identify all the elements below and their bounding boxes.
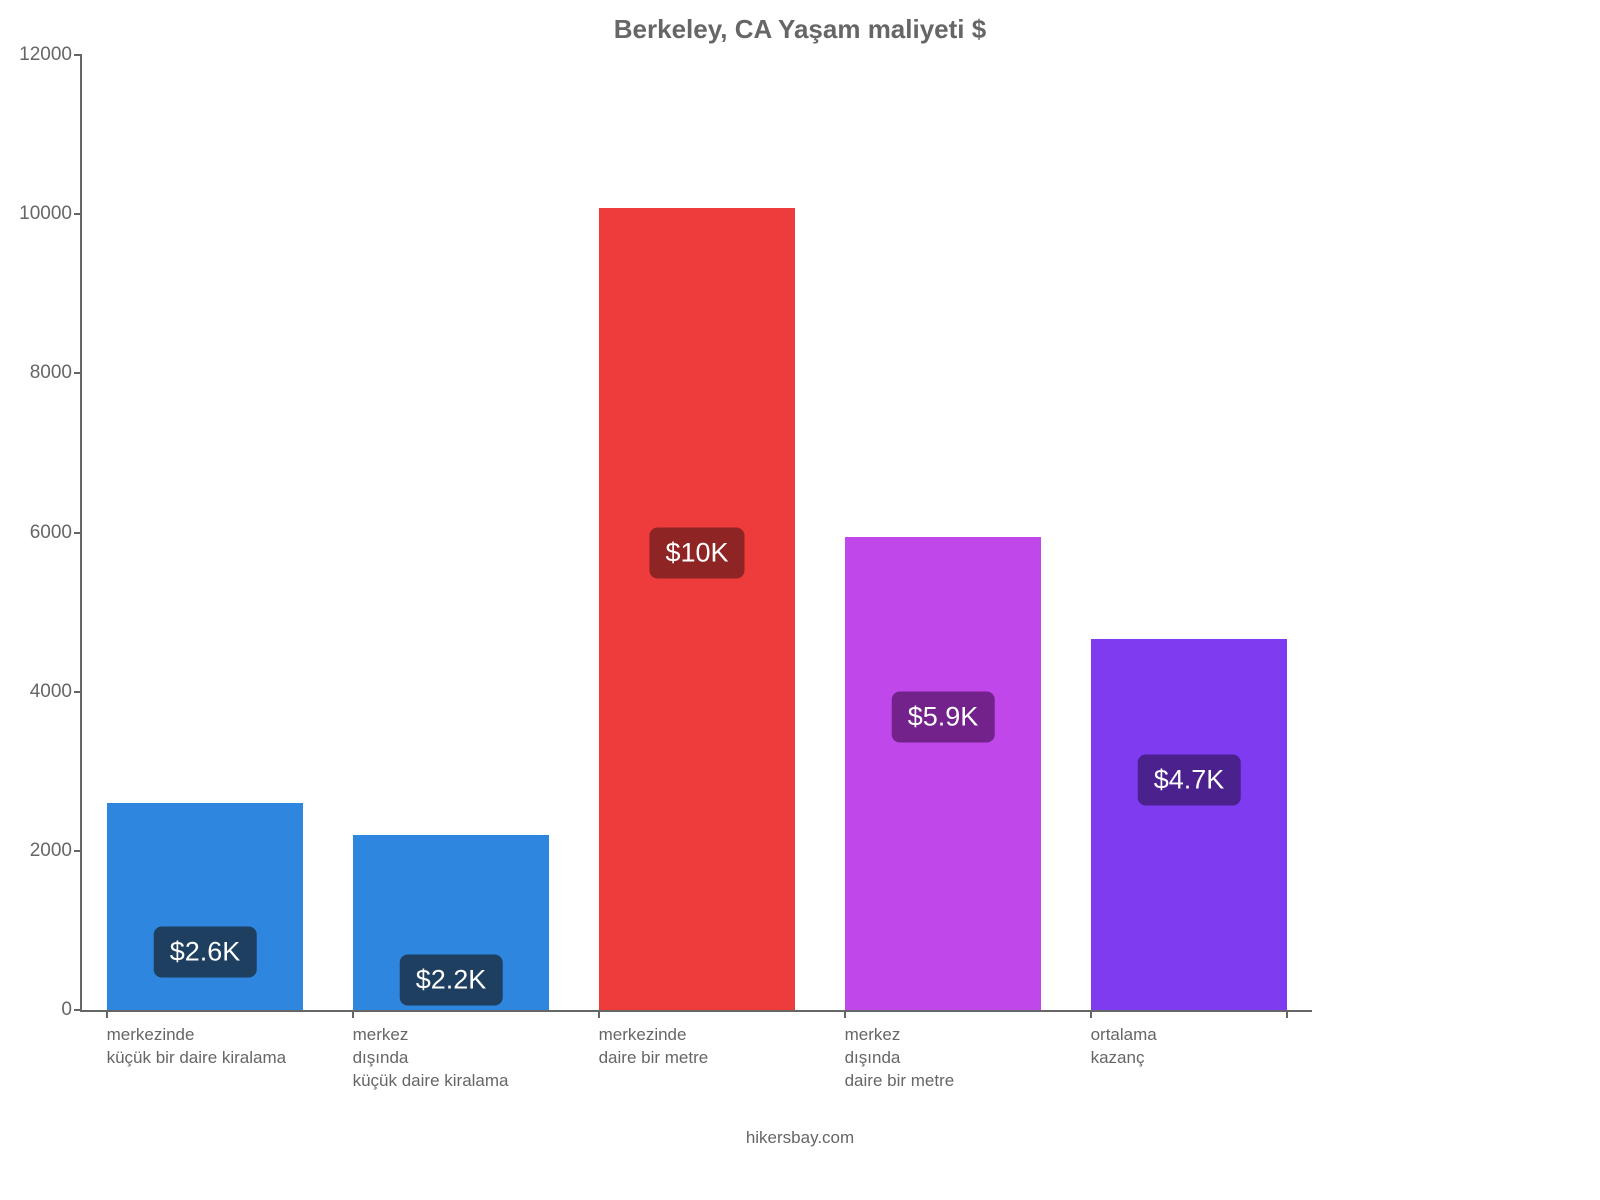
x-tick-mark: [106, 1010, 108, 1018]
x-tick-label: ortalama kazanç: [1091, 1024, 1325, 1070]
y-tick-mark: [74, 54, 82, 56]
x-tick-mark: [1090, 1010, 1092, 1018]
y-tick-label: 8000: [30, 362, 72, 384]
y-tick-mark: [74, 850, 82, 852]
y-tick-label: 0: [61, 999, 72, 1021]
chart-footer: hikersbay.com: [0, 1128, 1600, 1148]
y-tick-mark: [74, 372, 82, 374]
y-tick-mark: [74, 213, 82, 215]
x-tick-mark: [598, 1010, 600, 1018]
y-tick-label: 2000: [30, 840, 72, 862]
y-tick-mark: [74, 1009, 82, 1011]
bar-value-badge: $4.7K: [1138, 755, 1241, 806]
bar: $5.9K: [845, 537, 1042, 1010]
y-tick-label: 6000: [30, 522, 72, 544]
y-tick-mark: [74, 691, 82, 693]
x-tick-label: merkez dışında küçük daire kiralama: [353, 1024, 587, 1093]
bar: $10K: [599, 208, 796, 1010]
bar-value-badge: $10K: [649, 527, 744, 578]
y-tick-label: 10000: [19, 203, 72, 225]
y-tick-label: 4000: [30, 681, 72, 703]
bar-value-badge: $5.9K: [892, 691, 995, 742]
x-tick-mark: [352, 1010, 354, 1018]
x-tick-mark: [1286, 1010, 1288, 1018]
x-tick-label: merkezinde daire bir metre: [599, 1024, 833, 1070]
bar: $2.2K: [353, 835, 550, 1010]
x-tick-label: merkezinde küçük bir daire kiralama: [107, 1024, 341, 1070]
chart-title: Berkeley, CA Yaşam maliyeti $: [0, 14, 1600, 45]
bar-value-badge: $2.6K: [154, 927, 257, 978]
cost-of-living-chart: Berkeley, CA Yaşam maliyeti $ 0200040006…: [0, 0, 1600, 1200]
bar-value-badge: $2.2K: [400, 955, 503, 1006]
y-tick-mark: [74, 532, 82, 534]
x-tick-mark: [844, 1010, 846, 1018]
plot-area: 020004000600080001000012000$2.6Kmerkezin…: [80, 55, 1312, 1012]
y-tick-label: 12000: [19, 44, 72, 66]
bar: $4.7K: [1091, 639, 1288, 1010]
bar: $2.6K: [107, 803, 304, 1010]
x-tick-label: merkez dışında daire bir metre: [845, 1024, 1079, 1093]
